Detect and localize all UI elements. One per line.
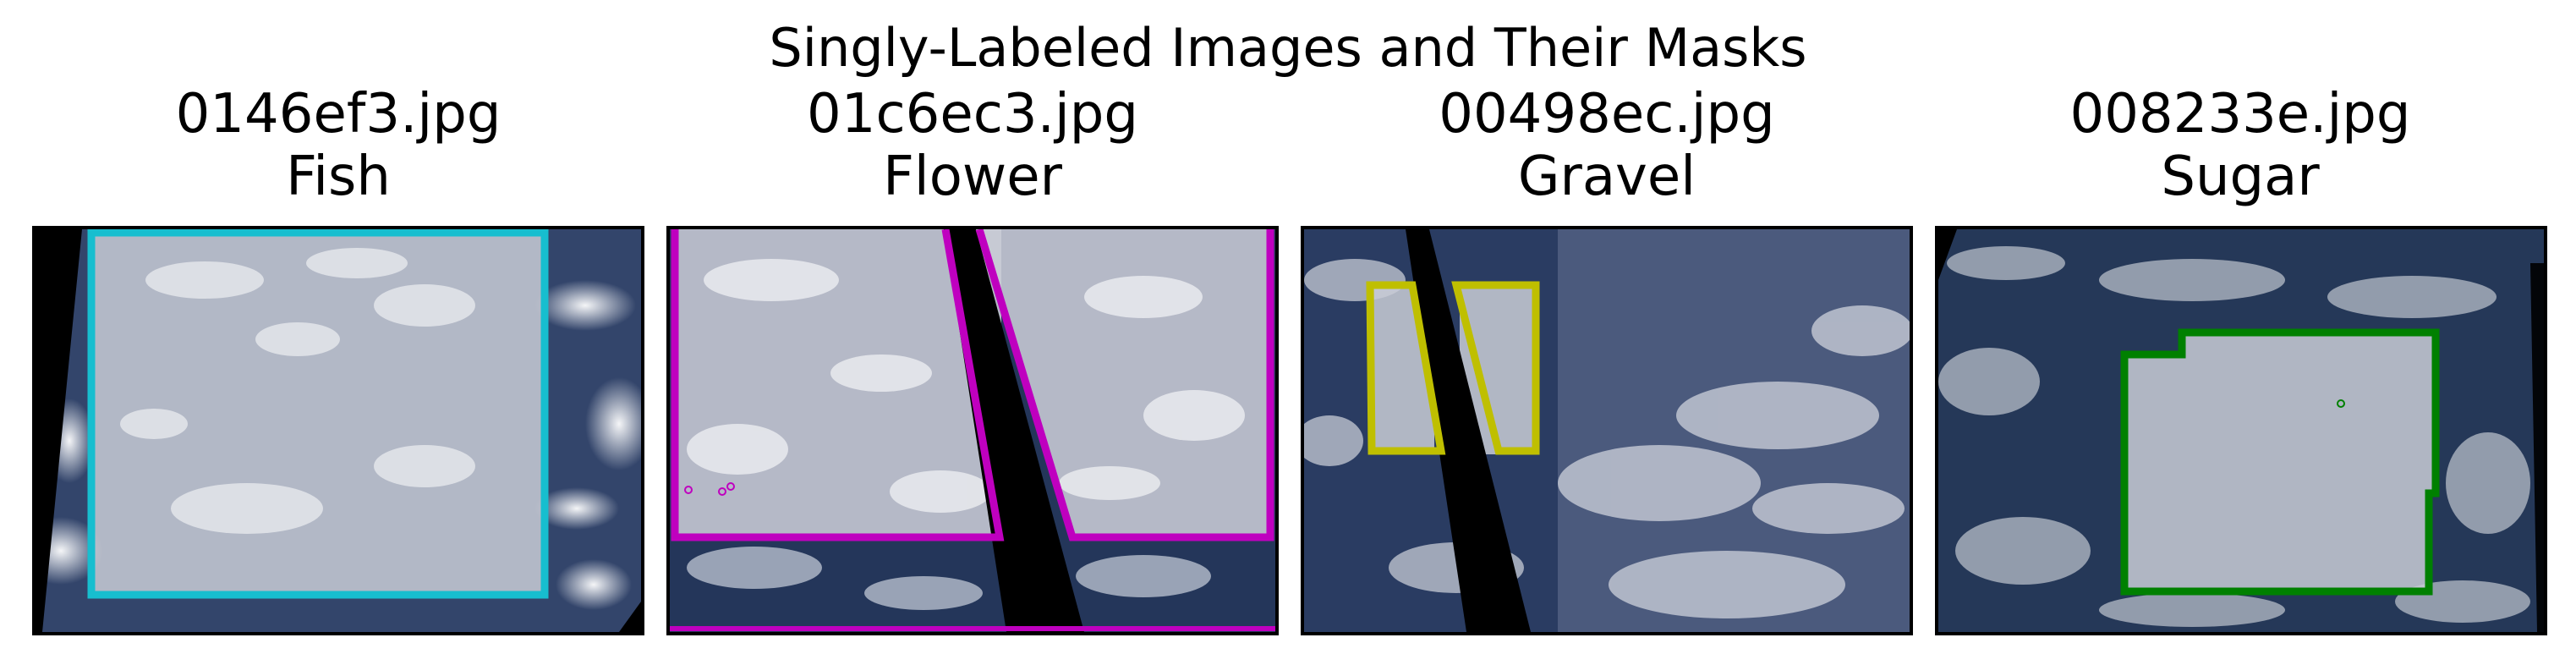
panel-title-gravel: 00498ec.jpg Gravel [1302, 83, 1911, 208]
mask-outline [87, 229, 549, 599]
mask-outline-left [671, 229, 1005, 541]
figure-suptitle: Singly-Labeled Images and Their Masks [769, 17, 1807, 79]
panel-filename: 0146ef3.jpg [175, 83, 501, 146]
satellite-image-gravel [1304, 229, 1910, 632]
satellite-image-sugar [1938, 229, 2544, 632]
satellite-image-fish [36, 229, 641, 632]
mask-outline-left [1366, 281, 1446, 455]
panel-image-flower [666, 226, 1279, 635]
panel-title-flower: 01c6ec3.jpg Flower [668, 83, 1277, 208]
satellite-image-flower [670, 229, 1275, 632]
panel-image-sugar [1935, 226, 2547, 635]
panel-label: Gravel [1517, 146, 1696, 208]
panel-title-sugar: 008233e.jpg Sugar [1936, 83, 2545, 208]
panel-image-fish [32, 226, 644, 635]
panel-label: Fish [286, 146, 391, 208]
panel-label: Flower [883, 146, 1062, 208]
mask-fill [2124, 332, 2436, 591]
panel-filename: 008233e.jpg [2069, 83, 2411, 146]
mask-outline [2120, 328, 2440, 596]
panel-label: Sugar [2161, 146, 2320, 208]
panel-title-fish: 0146ef3.jpg Fish [34, 83, 643, 208]
panel-filename: 01c6ec3.jpg [807, 83, 1138, 146]
panel-filename: 00498ec.jpg [1439, 83, 1775, 146]
mask-outline-right [975, 229, 1274, 541]
panel-image-gravel [1301, 226, 1913, 635]
mask-outline-right [1451, 281, 1540, 455]
